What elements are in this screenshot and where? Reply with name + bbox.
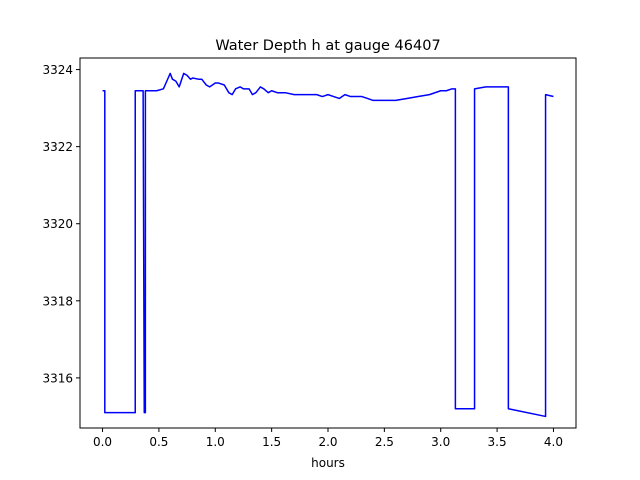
x-tick-label: 2.5 bbox=[375, 435, 394, 449]
y-tick-label: 3316 bbox=[42, 371, 73, 385]
x-axis-title: hours bbox=[311, 456, 345, 470]
x-axis: 0.0 0.5 1.0 1.5 2.0 2.5 3.0 3.5 4.0 bbox=[93, 428, 563, 449]
x-tick-label: 0.0 bbox=[93, 435, 112, 449]
y-axis: 3316 3318 3320 3322 3324 bbox=[42, 63, 80, 385]
y-tick-label: 3324 bbox=[42, 63, 73, 77]
x-tick-label: 3.0 bbox=[431, 435, 450, 449]
x-tick-label: 2.0 bbox=[318, 435, 337, 449]
series-layer bbox=[102, 72, 554, 418]
x-tick-label: 1.5 bbox=[262, 435, 281, 449]
chart-title: Water Depth h at gauge 46407 bbox=[215, 38, 440, 54]
x-tick-label: 3.5 bbox=[488, 435, 507, 449]
x-tick-label: 1.0 bbox=[206, 435, 225, 449]
y-tick-label: 3322 bbox=[42, 140, 73, 154]
y-tick-label: 3318 bbox=[42, 294, 73, 308]
y-tick-label: 3320 bbox=[42, 217, 73, 231]
x-tick-label: 0.5 bbox=[149, 435, 168, 449]
series-line-0 bbox=[102, 72, 554, 418]
x-tick-label: 4.0 bbox=[544, 435, 563, 449]
